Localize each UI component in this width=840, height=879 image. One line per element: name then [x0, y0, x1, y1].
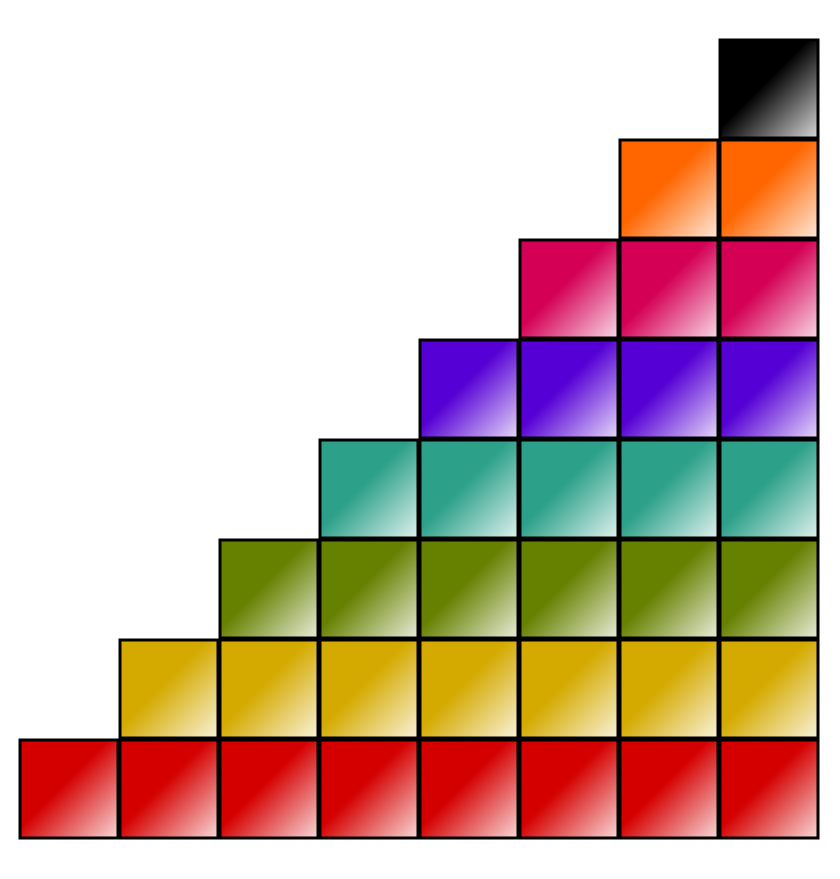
block-shine: [518, 738, 620, 840]
block-shine: [718, 538, 820, 640]
block-row: [518, 238, 820, 340]
block-row: [218, 538, 820, 640]
block-shine: [718, 138, 820, 240]
block-shine: [718, 638, 820, 740]
block-shine: [718, 238, 820, 340]
block-shine: [218, 638, 320, 740]
block-shine: [218, 538, 320, 640]
block-row: [618, 138, 820, 240]
block-row: [118, 638, 820, 740]
block-shine: [718, 338, 820, 440]
block-shine: [318, 438, 420, 540]
block-shine: [718, 738, 820, 840]
block-row: [718, 38, 820, 140]
block-shine: [618, 338, 720, 440]
block-row: [418, 338, 820, 440]
block-shine: [618, 638, 720, 740]
block-shine: [618, 238, 720, 340]
block-shine: [218, 738, 320, 840]
block-shine: [118, 738, 220, 840]
block-shine: [318, 638, 420, 740]
block-shine: [318, 738, 420, 840]
block-shine: [418, 538, 520, 640]
block-shine: [418, 438, 520, 540]
block-shine: [718, 438, 820, 540]
block-row: [18, 738, 820, 840]
block-shine: [418, 738, 520, 840]
block-shine: [518, 438, 620, 540]
block-shine: [618, 538, 720, 640]
block-shine: [118, 638, 220, 740]
block-shine: [618, 438, 720, 540]
block-row: [318, 438, 820, 540]
block-shine: [318, 538, 420, 640]
block-shine: [418, 638, 520, 740]
block-shine: [418, 338, 520, 440]
block-shine: [618, 138, 720, 240]
block-shine: [518, 238, 620, 340]
block-shine: [518, 538, 620, 640]
block-shine: [618, 738, 720, 840]
block-shine: [518, 338, 620, 440]
block-shine: [18, 738, 120, 840]
block-shine: [518, 638, 620, 740]
block-shine: [718, 38, 820, 140]
